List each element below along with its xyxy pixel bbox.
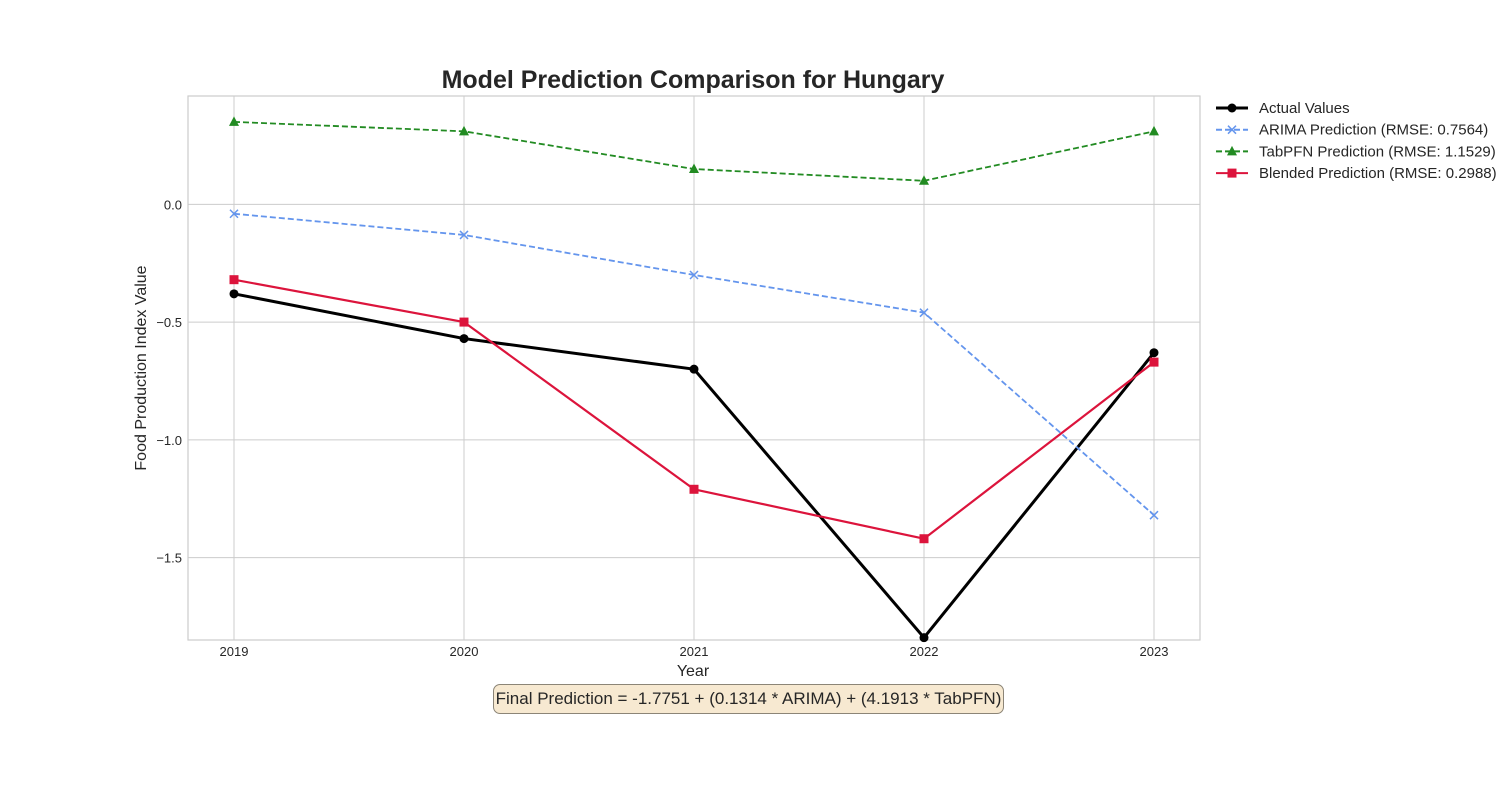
data-point xyxy=(229,209,239,219)
x-axis-label: Year xyxy=(677,663,710,680)
x-marker-stroke xyxy=(919,308,929,318)
data-point xyxy=(689,484,699,494)
data-point xyxy=(1149,510,1159,520)
axis-ticks: 2019 2020 2021 2022 2023 0.0 −0.5 −1.0 −1.5 xyxy=(156,197,1168,659)
legend-item: TabPFN Prediction (RMSE: 1.1529) xyxy=(1216,143,1496,160)
x-marker-stroke xyxy=(1149,510,1159,520)
chart-title: Model Prediction Comparison for Hungary xyxy=(442,66,945,94)
data-point xyxy=(919,175,929,185)
legend: Actual Values ARIMA Prediction (RMSE: 0.7… xyxy=(1216,100,1497,182)
x-tick-label: 2022 xyxy=(910,644,939,659)
data-point xyxy=(1227,145,1237,156)
y-tick-label: −1.0 xyxy=(156,433,182,448)
formula-annotation: Final Prediction = -1.7751 + (0.1314 * A… xyxy=(493,684,1004,714)
legend-label: TabPFN Prediction (RMSE: 1.1529) xyxy=(1259,143,1496,160)
data-point xyxy=(919,633,929,643)
legend-item: ARIMA Prediction (RMSE: 0.7564) xyxy=(1216,122,1488,139)
x-tick-label: 2020 xyxy=(450,644,479,659)
plot-frame xyxy=(187,95,1201,641)
y-axis-label: Food Production Index Value xyxy=(133,265,150,470)
data-point xyxy=(459,125,469,136)
x-marker-stroke xyxy=(459,230,469,240)
legend-item: Blended Prediction (RMSE: 0.2988) xyxy=(1216,165,1497,182)
data-point xyxy=(229,116,239,126)
data-point xyxy=(229,275,239,285)
legend-label: Actual Values xyxy=(1259,100,1350,117)
x-tick-label: 2023 xyxy=(1140,644,1169,659)
data-point xyxy=(1227,125,1237,135)
data-point xyxy=(1149,125,1159,136)
x-marker-stroke xyxy=(229,209,239,219)
series-arima xyxy=(229,209,1159,520)
series-blended xyxy=(229,275,1159,544)
data-point xyxy=(459,230,469,240)
x-tick-label: 2019 xyxy=(220,644,249,659)
data-point xyxy=(1149,348,1159,358)
data-point xyxy=(1227,103,1237,113)
legend-item: Actual Values xyxy=(1216,100,1350,117)
y-tick-label: −0.5 xyxy=(156,315,182,330)
data-point xyxy=(919,308,929,318)
x-marker-stroke xyxy=(1227,125,1237,135)
data-point xyxy=(1149,357,1159,367)
data-point xyxy=(689,364,699,374)
legend-label: ARIMA Prediction (RMSE: 0.7564) xyxy=(1259,122,1488,139)
series-tabpfn xyxy=(229,116,1159,185)
y-tick-label: 0.0 xyxy=(164,197,182,212)
legend-label: Blended Prediction (RMSE: 0.2988) xyxy=(1259,165,1497,182)
data-point xyxy=(689,270,699,280)
data-point xyxy=(1227,168,1237,178)
series-group xyxy=(229,116,1159,643)
data-point xyxy=(459,317,469,327)
data-point xyxy=(689,163,699,174)
series-actual xyxy=(229,289,1159,643)
x-marker-stroke xyxy=(689,270,699,280)
x-tick-label: 2021 xyxy=(680,644,709,659)
data-point xyxy=(229,289,239,299)
data-point xyxy=(919,534,929,544)
data-point xyxy=(459,334,469,344)
y-tick-label: −1.5 xyxy=(156,551,182,566)
